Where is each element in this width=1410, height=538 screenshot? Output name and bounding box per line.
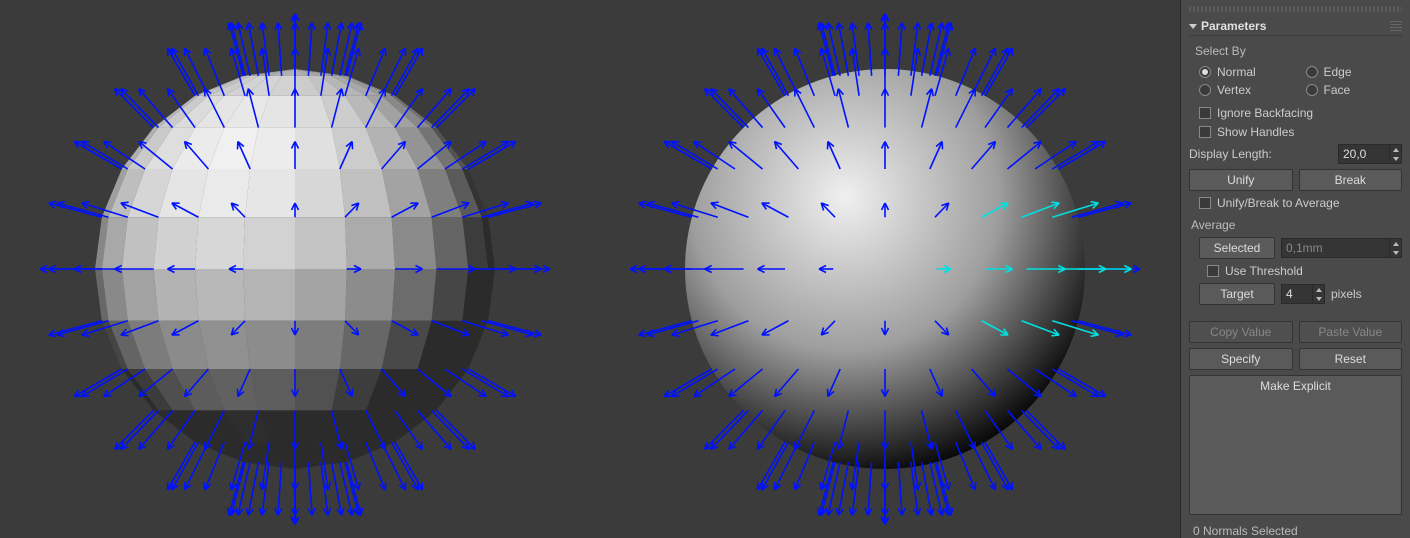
make-explicit-button[interactable]: Make Explicit <box>1189 375 1402 515</box>
display-length-label: Display Length: <box>1189 147 1332 161</box>
radio-normal[interactable]: Normal <box>1199 65 1296 79</box>
unify-button[interactable]: Unify <box>1189 169 1293 191</box>
specify-button[interactable]: Specify <box>1189 348 1293 370</box>
check-ignore-backfacing[interactable]: Ignore Backfacing <box>1189 106 1402 120</box>
arrow-up-icon[interactable] <box>1390 145 1401 154</box>
target-button[interactable]: Target <box>1199 283 1275 305</box>
rollup-header[interactable]: Parameters <box>1189 17 1402 36</box>
radio-vertex[interactable]: Vertex <box>1199 83 1296 97</box>
break-button[interactable]: Break <box>1299 169 1403 191</box>
parameters-panel: Parameters Select By Normal Edge Vertex … <box>1180 0 1410 538</box>
check-use-threshold[interactable]: Use Threshold <box>1189 264 1402 278</box>
display-length-spinner[interactable]: 20,0 <box>1338 144 1402 164</box>
average-selected-spinner[interactable]: 0,1mm <box>1281 238 1402 258</box>
reset-button[interactable]: Reset <box>1299 348 1403 370</box>
check-unify-break-avg[interactable]: Unify/Break to Average <box>1189 196 1402 210</box>
arrow-up-icon[interactable] <box>1390 239 1401 248</box>
radio-edge[interactable]: Edge <box>1306 65 1403 79</box>
select-by-group: Normal Edge Vertex Face <box>1189 63 1402 101</box>
arrow-down-icon[interactable] <box>1390 248 1401 257</box>
average-selected-value: 0,1mm <box>1282 239 1389 257</box>
status-text: 0 Normals Selected <box>1189 524 1402 538</box>
arrow-up-icon[interactable] <box>1313 285 1324 294</box>
radio-face[interactable]: Face <box>1306 83 1403 97</box>
grip-icon <box>1390 21 1402 31</box>
select-by-label: Select By <box>1195 44 1402 58</box>
panel-title: Parameters <box>1201 19 1266 33</box>
target-value: 4 <box>1282 285 1312 303</box>
arrow-down-icon[interactable] <box>1313 294 1324 303</box>
target-unit: pixels <box>1331 287 1402 301</box>
average-selected-button[interactable]: Selected <box>1199 237 1275 259</box>
panel-grip[interactable] <box>1189 6 1402 12</box>
viewport[interactable] <box>0 0 1180 538</box>
average-label: Average <box>1191 218 1402 232</box>
sphere-faceted <box>30 4 560 534</box>
target-spinner[interactable]: 4 <box>1281 284 1325 304</box>
chevron-down-icon <box>1189 24 1197 29</box>
check-show-handles[interactable]: Show Handles <box>1189 125 1402 139</box>
display-length-row: Display Length: 20,0 <box>1189 144 1402 164</box>
arrow-down-icon[interactable] <box>1390 154 1401 163</box>
paste-value-button[interactable]: Paste Value <box>1299 321 1403 343</box>
display-length-value: 20,0 <box>1339 145 1389 163</box>
sphere-smooth <box>620 4 1150 534</box>
copy-value-button[interactable]: Copy Value <box>1189 321 1293 343</box>
